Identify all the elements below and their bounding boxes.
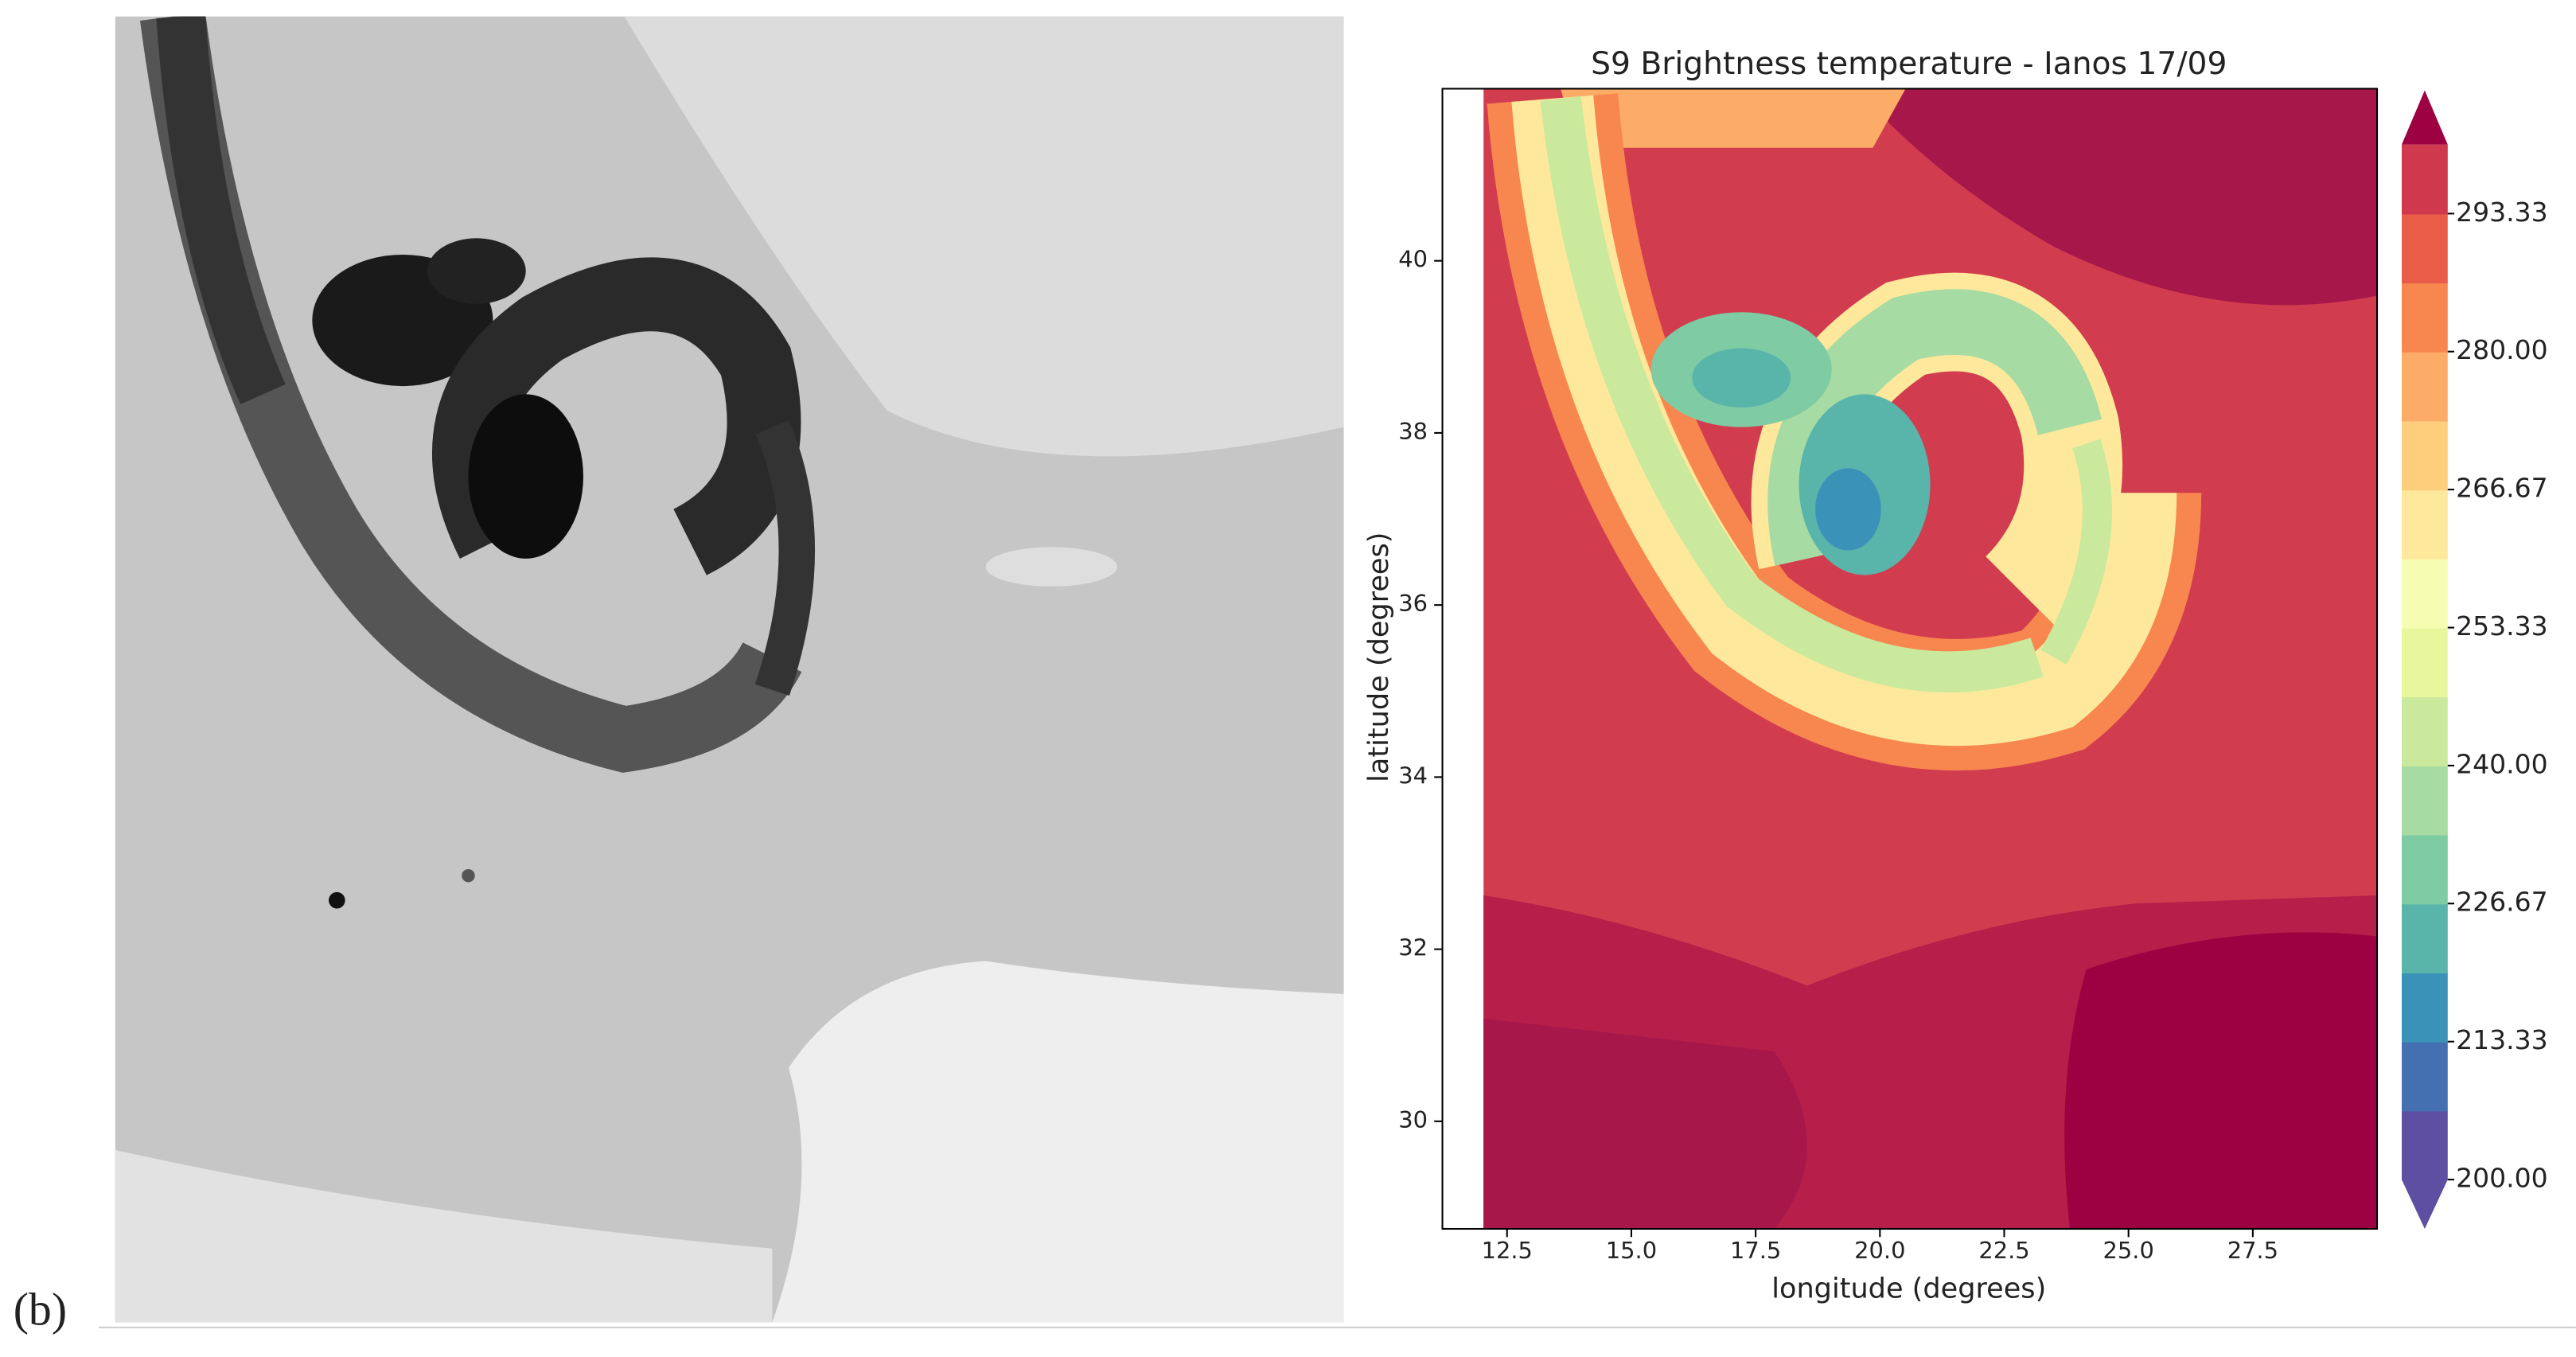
colorbar-tick-label: 266.67 bbox=[2456, 473, 2548, 504]
colorbar-band bbox=[2402, 765, 2448, 836]
colorbar-band bbox=[2402, 696, 2448, 766]
x-tick-label: 22.5 bbox=[1978, 1237, 2029, 1264]
colorbar-band bbox=[2402, 144, 2448, 215]
y-tick-label: 36 bbox=[1398, 590, 1428, 617]
colorbar-tick-label: 293.33 bbox=[2456, 197, 2548, 228]
colorbar-band bbox=[2402, 627, 2448, 698]
x-tick-label: 15.0 bbox=[1606, 1237, 1657, 1264]
colorbar-band bbox=[2402, 213, 2448, 284]
colorbar-band bbox=[2402, 1110, 2448, 1181]
colorbar-band bbox=[2402, 489, 2448, 560]
chart-title: S9 Brightness temperature - Ianos 17/09 bbox=[1591, 46, 2227, 82]
colorbar-band bbox=[2402, 1041, 2448, 1112]
y-tick-label: 30 bbox=[1398, 1106, 1428, 1133]
x-tick-label: 27.5 bbox=[2227, 1237, 2278, 1264]
colorbar-band bbox=[2402, 420, 2448, 491]
colorbar-band bbox=[2402, 903, 2448, 974]
panel-label: (b) bbox=[14, 1285, 67, 1336]
colorbar-band bbox=[2402, 834, 2448, 905]
plot-frame bbox=[1441, 88, 2379, 1230]
colorbar-tick-label: 213.33 bbox=[2456, 1024, 2548, 1055]
x-tick-label: 12.5 bbox=[1482, 1237, 1533, 1264]
colorbar-tick-label: 240.00 bbox=[2456, 748, 2548, 779]
colorbar-band bbox=[2402, 972, 2448, 1043]
y-tick-label: 32 bbox=[1398, 934, 1428, 961]
colorbar-extend-low bbox=[2402, 1180, 2448, 1229]
satellite-image bbox=[115, 16, 1344, 1323]
colorbar-tick-label: 226.67 bbox=[2456, 887, 2548, 918]
map-image bbox=[1483, 88, 2378, 1229]
colorbar-extend-high bbox=[2402, 90, 2448, 145]
y-tick-label: 38 bbox=[1398, 418, 1428, 445]
colorbar-tick-label: 253.33 bbox=[2456, 610, 2548, 641]
y-tick-label: 34 bbox=[1398, 762, 1428, 789]
x-tick-label: 17.5 bbox=[1730, 1237, 1781, 1264]
colorbar-band bbox=[2402, 558, 2448, 629]
x-tick-label: 25.0 bbox=[2103, 1237, 2154, 1264]
colorbar-band bbox=[2402, 283, 2448, 353]
x-tick-label: 20.0 bbox=[1854, 1237, 1905, 1264]
x-axis-label: longitude (degrees) bbox=[1771, 1272, 2046, 1304]
colorbar-tick-label: 200.00 bbox=[2456, 1163, 2548, 1194]
y-axis-label: latitude (degrees) bbox=[1362, 532, 1395, 782]
colorbar-tick-label: 280.00 bbox=[2456, 334, 2548, 365]
colorbar-band bbox=[2402, 351, 2448, 422]
y-tick-label: 40 bbox=[1398, 246, 1428, 273]
